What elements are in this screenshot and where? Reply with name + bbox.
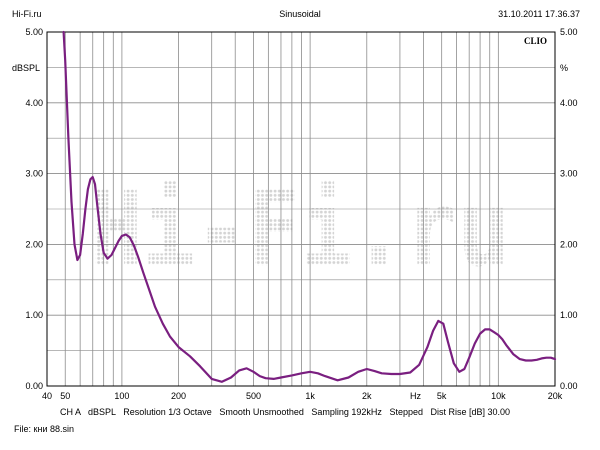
x-tick-label: 20k: [548, 391, 563, 401]
x-tick-label: 2k: [362, 391, 372, 401]
plot-frame: [46, 31, 556, 387]
y-tick-label-left: 0.00: [25, 381, 43, 391]
grid: [47, 32, 555, 386]
x-tick-label: 200: [171, 391, 186, 401]
y-axis-label-right: %: [560, 63, 568, 73]
measurement-settings: CH A dBSPL Resolution 1/3 Octave Smooth …: [60, 407, 510, 417]
x-tick-label: 40: [42, 391, 52, 401]
x-tick-label: 100: [114, 391, 129, 401]
file-info: File: кни 88.sin: [14, 424, 74, 434]
y-tick-label-right: 2.00: [560, 239, 578, 249]
y-tick-label-left: 1.00: [25, 310, 43, 320]
mode-label: Sinusoidal: [279, 9, 321, 19]
y-tick-label-left: 5.00: [25, 27, 43, 37]
y-tick-label-left: 4.00: [25, 98, 43, 108]
y-tick-label-right: 0.00: [560, 381, 578, 391]
footer-dist-rise: Dist Rise [dB] 30.00: [430, 407, 511, 417]
file-label: File:: [14, 424, 32, 434]
footer-unit: dBSPL: [88, 407, 116, 417]
footer-smoothing: Smooth Unsmoothed: [219, 407, 304, 417]
y-tick-label-right: 5.00: [560, 27, 578, 37]
footer-resolution: Resolution 1/3 Octave: [123, 407, 212, 417]
x-tick-label: 1k: [305, 391, 315, 401]
x-axis-unit-label: Hz: [410, 391, 421, 401]
y-tick-label-right: 3.00: [560, 169, 578, 179]
footer-channel: CH A: [60, 407, 81, 417]
y-axis-label-left: dBSPL: [12, 63, 40, 73]
response-curve: [62, 30, 557, 383]
x-tick-label: 10k: [491, 391, 506, 401]
footer-sampling: Sampling 192kHz: [311, 407, 382, 417]
footer-stepped: Stepped: [389, 407, 423, 417]
watermark-text: Hi-Fi.ru: [90, 168, 510, 290]
y-tick-label-left: 3.00: [25, 169, 43, 179]
x-tick-label: 50: [60, 391, 70, 401]
clio-logo: CLIO: [524, 36, 547, 46]
y-axis-ticks: 5.00 4.00 3.00 2.00 1.00 0.00 5.00 4.00 3.00 2.00…: [25, 27, 577, 391]
y-tick-label-right: 4.00: [560, 98, 578, 108]
x-tick-label: 500: [246, 391, 261, 401]
x-tick-label: 5k: [437, 391, 447, 401]
datetime-label: 31.10.2011 17.36.37: [498, 9, 580, 19]
y-tick-label-left: 2.00: [25, 239, 43, 249]
y-tick-label-right: 1.00: [560, 310, 578, 320]
x-axis-ticks: 40 50 100 200 500 1k 2k 5k 10k 20k: [42, 391, 563, 401]
watermark: Hi-Fi.ru: [90, 168, 510, 290]
file-name: кни 88.sin: [33, 424, 74, 434]
site-label: Hi-Fi.ru: [12, 9, 42, 19]
